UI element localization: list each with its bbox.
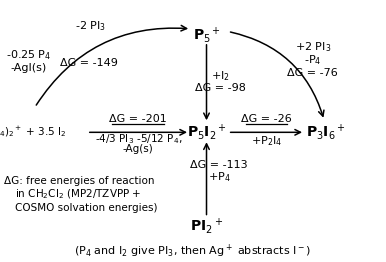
Text: +P$_2$I$_4$: +P$_2$I$_4$ [251,135,282,148]
Text: -P$_4$: -P$_4$ [304,53,322,67]
Text: +P$_4$: +P$_4$ [208,170,230,184]
Text: -0.25 P$_4$: -0.25 P$_4$ [7,48,51,62]
Text: +I$_2$: +I$_2$ [211,69,229,83]
Text: COSMO solvation energies): COSMO solvation energies) [15,203,158,213]
Text: -AgI(s): -AgI(s) [11,63,47,73]
Text: P$_3$I$_6$$^+$: P$_3$I$_6$$^+$ [306,122,346,142]
Text: PI$_2$$^+$: PI$_2$$^+$ [190,217,223,237]
Text: P$_5$$^+$: P$_5$$^+$ [193,25,220,45]
Text: (P$_4$ and I$_2$ give PI$_3$, then Ag$^+$ abstracts I$^-$): (P$_4$ and I$_2$ give PI$_3$, then Ag$^+… [74,243,312,260]
Text: in CH$_2$Cl$_2$ (MP2/TZVPP +: in CH$_2$Cl$_2$ (MP2/TZVPP + [15,188,142,201]
Text: ΔG = -149: ΔG = -149 [60,58,118,68]
Text: -Ag(s): -Ag(s) [123,144,154,154]
Text: ΔG = -26: ΔG = -26 [241,114,292,124]
Text: +2 PI$_3$: +2 PI$_3$ [295,40,331,54]
Text: ΔG = -98: ΔG = -98 [195,83,245,93]
Text: -4/3 PI$_3$ -5/12 P$_4$,: -4/3 PI$_3$ -5/12 P$_4$, [95,133,182,146]
Text: ΔG = -201: ΔG = -201 [109,114,167,124]
Text: -2 PI$_3$: -2 PI$_3$ [75,19,106,33]
Text: ΔG = -76: ΔG = -76 [287,68,338,78]
Text: P$_5$I$_2$$^+$: P$_5$I$_2$$^+$ [186,122,227,142]
Text: ΔG = -113: ΔG = -113 [190,160,248,170]
Text: Ag(P$_4$)$_2$$^+$ + 3.5 I$_2$: Ag(P$_4$)$_2$$^+$ + 3.5 I$_2$ [0,125,67,140]
Text: ΔG: free energies of reaction: ΔG: free energies of reaction [4,176,154,186]
